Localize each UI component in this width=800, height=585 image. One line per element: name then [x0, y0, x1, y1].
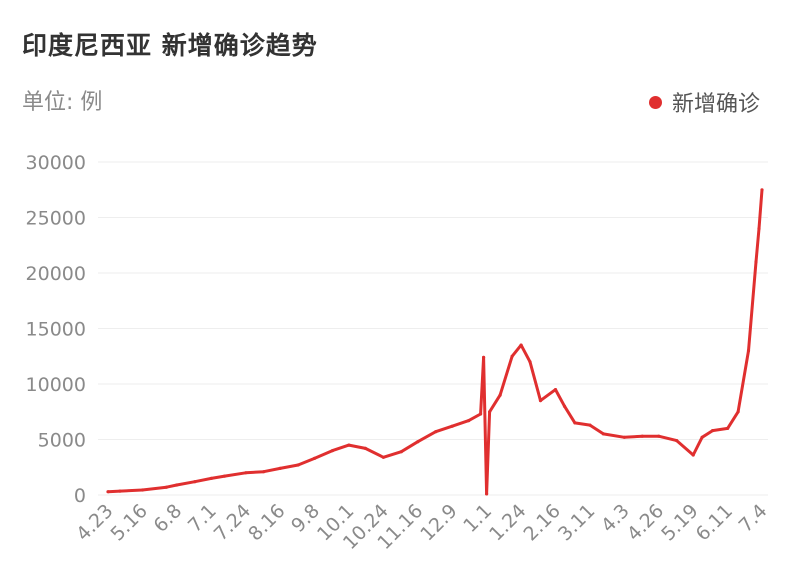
data-point [754, 260, 758, 264]
data-point [399, 450, 403, 454]
x-tick-label: 7.24 [210, 500, 255, 545]
x-tick-label: 5.19 [657, 500, 702, 545]
data-point [347, 443, 351, 447]
y-tick-label: 30000 [26, 152, 86, 174]
y-tick-label: 15000 [26, 319, 86, 341]
data-point [164, 485, 168, 489]
data-point [700, 435, 704, 439]
x-tick-label: 2.16 [520, 500, 565, 545]
data-point [519, 343, 523, 347]
data-point [434, 430, 438, 434]
data-point [175, 483, 179, 487]
data-point [262, 470, 266, 474]
x-tick-label: 8.16 [244, 500, 289, 545]
y-tick-label: 5000 [38, 430, 86, 452]
data-point [330, 449, 335, 453]
data-point [553, 388, 558, 392]
data-point [711, 429, 715, 433]
data-point [381, 455, 385, 459]
x-tick-label: 3.11 [554, 500, 599, 545]
x-tick-label: 5.16 [106, 500, 151, 545]
data-point [416, 440, 420, 444]
data-point [562, 404, 567, 408]
data-point [482, 355, 486, 359]
data-point [588, 423, 592, 427]
data-point [657, 434, 661, 438]
data-point [363, 446, 367, 450]
data-point [510, 354, 514, 358]
x-tick-label: 7.4 [735, 500, 772, 537]
legend-dot-icon [648, 95, 662, 109]
data-point [538, 399, 543, 403]
data-point [528, 360, 532, 364]
series-line-new-cases [107, 189, 764, 496]
y-tick-label: 25000 [26, 208, 86, 230]
legend-label: 新增确诊 [671, 92, 760, 117]
x-tick-label: 6.8 [149, 500, 186, 537]
data-point [223, 474, 227, 478]
legend[interactable]: 新增确诊 [648, 86, 760, 118]
data-point [450, 424, 454, 428]
data-point [296, 463, 300, 467]
data-point [736, 410, 740, 414]
y-tick-label: 10000 [26, 374, 86, 396]
data-point [118, 489, 122, 493]
data-point [746, 349, 751, 353]
data-point [640, 434, 644, 438]
data-point [691, 453, 695, 457]
data-point [488, 410, 492, 414]
data-point [675, 439, 679, 443]
data-point [498, 393, 502, 397]
data-point [278, 466, 282, 470]
data-point [485, 492, 489, 496]
x-tick-label: 4.26 [623, 500, 668, 545]
x-tick-label: 1.24 [485, 500, 530, 545]
chart-title: 印度尼西亚 新增确诊趋势 [22, 31, 318, 60]
data-point [479, 412, 483, 416]
data-point [573, 421, 577, 425]
data-point [193, 480, 197, 484]
unit-label: 单位: 例 [22, 90, 103, 115]
data-point [244, 471, 248, 475]
x-tick-label: 12.9 [416, 500, 461, 545]
data-point [312, 456, 317, 460]
data-point [757, 227, 761, 231]
data-point [106, 490, 110, 494]
data-point [209, 476, 213, 480]
data-point [622, 435, 626, 439]
data-point [760, 188, 764, 192]
data-point [601, 432, 606, 436]
y-tick-label: 20000 [26, 263, 86, 285]
data-point [726, 426, 730, 430]
y-tick-label: 0 [74, 485, 86, 507]
x-tick-label: 6.11 [692, 500, 737, 545]
data-point [140, 488, 144, 492]
data-point [467, 419, 471, 423]
